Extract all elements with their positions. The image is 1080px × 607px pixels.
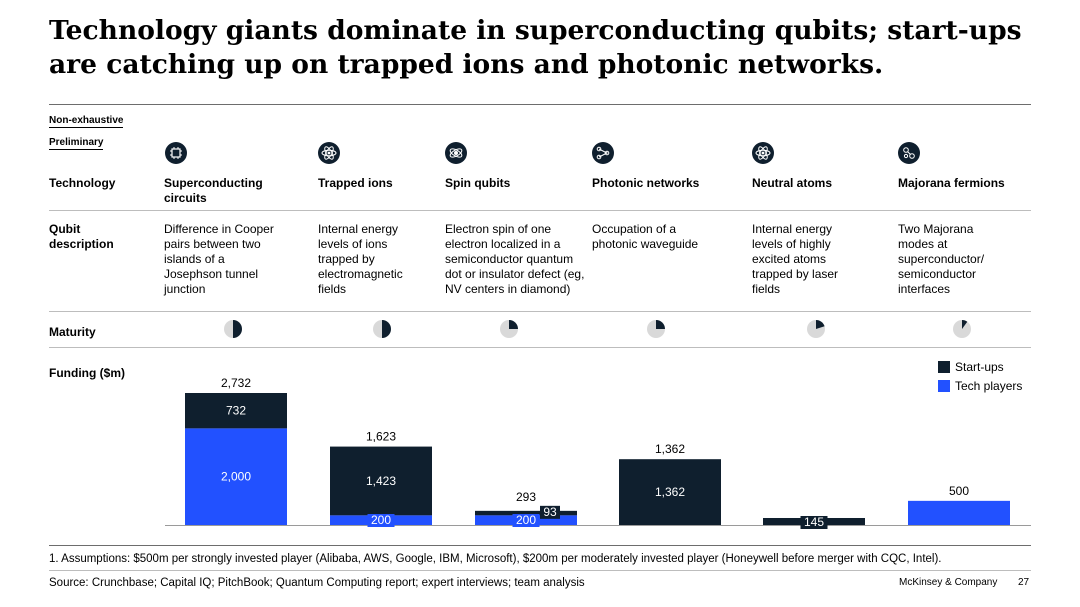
maturity-indicator (807, 320, 825, 338)
tech-name-neutral-atoms: Neutral atoms (752, 176, 833, 190)
brand-name: McKinsey & Company (899, 577, 998, 588)
total-label: 1,362 (655, 442, 685, 456)
legend-tech-players: Tech players (955, 379, 1023, 393)
atom-icon (752, 142, 774, 164)
data-label-startups: 93 (543, 505, 557, 519)
total-label: 500 (949, 484, 969, 498)
legend-swatch-startups (938, 361, 950, 373)
divider (49, 311, 1031, 312)
desc-majorana: Two Majorana modes at superconductor/ se… (898, 222, 985, 296)
desc-photonic: Occupation of a photonic waveguide (592, 222, 699, 251)
spin-icon (445, 142, 467, 164)
data-label-startups-box (540, 505, 560, 519)
maturity-fill (962, 320, 968, 329)
atom-icon (318, 142, 340, 164)
non-exhaustive-tag: Non-exhaustive (49, 115, 124, 128)
desc-neutral-atoms: Internal energy levels of highly excited… (752, 222, 839, 296)
maturity-fill (509, 320, 518, 329)
divider (49, 210, 1031, 211)
source-note: Source: Crunchbase; Capital IQ; PitchBoo… (49, 577, 585, 589)
bar-start-ups (619, 459, 721, 525)
maturity-fill (382, 320, 391, 338)
data-label-tech: 200 (371, 513, 391, 527)
tech-name-majorana: Majorana fermions (898, 176, 1005, 190)
legend-startups: Start-ups (955, 360, 1004, 374)
data-label-startups: 732 (226, 404, 246, 418)
data-label-startups: 1,362 (655, 485, 685, 499)
desc-spin-qubits: Electron spin of one electron localized … (445, 222, 585, 296)
total-label: 1,623 (366, 430, 396, 444)
data-label-startups-box (800, 516, 828, 529)
preliminary-tag: Preliminary (49, 137, 104, 150)
technology-row-label: Technology (49, 176, 116, 190)
total-label: 293 (516, 490, 536, 504)
divider (49, 347, 1031, 348)
data-label-startups: 1,423 (366, 474, 396, 488)
funding-row-label: Funding ($m) (49, 366, 125, 380)
desc-superconducting: Difference in Cooper pairs between two i… (164, 222, 274, 296)
maturity-fill (233, 320, 242, 338)
data-label-tech: 200 (516, 513, 536, 527)
bar-start-ups (330, 446, 432, 516)
qubit-row-label: Qubit description (49, 222, 114, 251)
desc-trapped-ions: Internal energy levels of ions trapped b… (318, 222, 403, 296)
maturity-fill (656, 320, 665, 329)
maturity-indicator (373, 320, 391, 338)
bar-start-ups (185, 393, 287, 429)
tech-name-superconducting: Superconducting circuits (164, 176, 263, 205)
divider (49, 545, 1031, 546)
data-label-startups: 145 (804, 515, 824, 529)
bar-tech-players (185, 428, 287, 525)
bar-start-ups (475, 510, 577, 516)
tech-name-spin-qubits: Spin qubits (445, 176, 511, 190)
tech-name-trapped-ions: Trapped ions (318, 176, 393, 190)
divider (49, 104, 1031, 105)
page-number: 27 (1018, 577, 1030, 588)
maturity-indicator (953, 320, 971, 338)
data-label-tech: 2,000 (221, 470, 251, 484)
photonic-network-icon (592, 142, 614, 164)
maturity-row-label: Maturity (49, 325, 96, 339)
bar-tech-players (908, 500, 1010, 525)
tech-name-photonic: Photonic networks (592, 176, 700, 190)
total-label: 2,732 (221, 376, 251, 390)
footnote: 1. Assumptions: $500m per strongly inves… (49, 553, 942, 565)
chip-icon (165, 142, 187, 164)
maturity-indicator (224, 320, 242, 338)
data-label-tech-box (512, 514, 540, 527)
maturity-indicator (500, 320, 518, 338)
divider (49, 570, 1031, 571)
legend-swatch-tech (938, 380, 950, 392)
data-label-tech-box (367, 514, 395, 527)
maturity-fill (816, 320, 825, 329)
page-title: Technology giants dominate in supercondu… (49, 15, 1022, 80)
majorana-icon (898, 142, 920, 164)
maturity-indicator (647, 320, 665, 338)
